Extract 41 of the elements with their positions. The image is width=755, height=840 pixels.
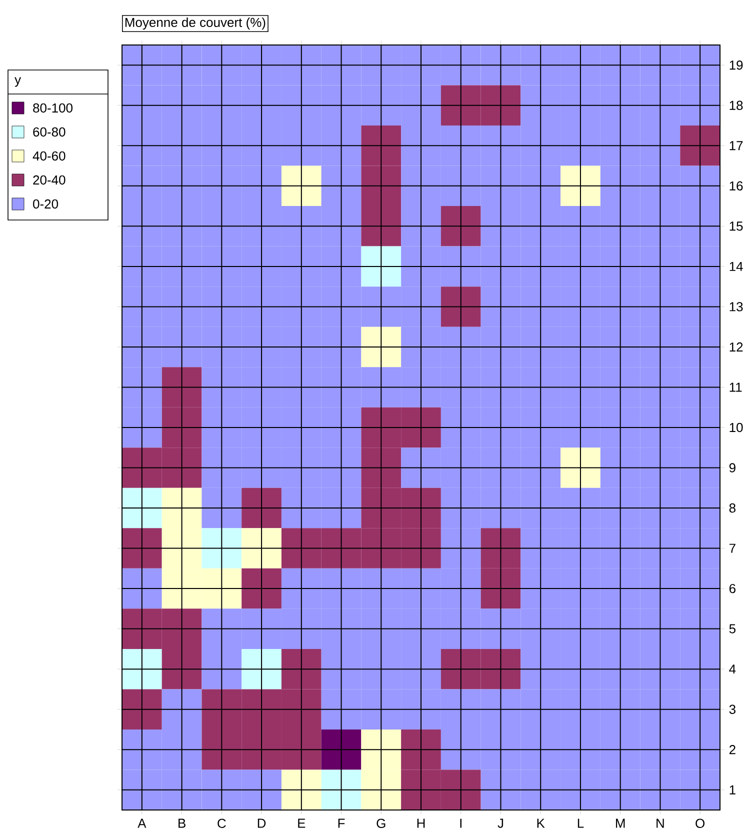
y-tick-label: 17 [730, 141, 743, 150]
y-tick-label: 15 [730, 222, 743, 231]
color-bar-label: 0-20 [33, 199, 58, 209]
y-tick-label: 3 [729, 704, 736, 714]
y-tick-label: 10 [730, 422, 743, 432]
y-tick-label: 4 [729, 664, 736, 674]
y-tick-label: 12 [730, 342, 743, 352]
y-tick-label: 14 [730, 262, 743, 271]
x-tick-label: D [258, 818, 266, 828]
color-bar-label: 60-80 [33, 127, 66, 137]
y-tick-label: 2 [729, 745, 736, 754]
x-tick-label: M [616, 818, 625, 828]
x-tick-label: J [498, 818, 504, 828]
x-tick-label: G [376, 818, 386, 828]
y-tick-label: 8 [729, 503, 736, 513]
chart-title: Moyenne de couvert (%) [125, 17, 266, 30]
y-tick-label: 7 [729, 544, 736, 553]
color-bar-label: 40-60 [32, 151, 66, 161]
x-tick-label: O [696, 818, 705, 828]
y-tick-label: 11 [730, 382, 742, 392]
x-tick-label: N [656, 818, 664, 828]
x-tick-label: C [218, 818, 226, 828]
x-tick-label: H [417, 818, 425, 828]
y-tick-label: 5 [729, 624, 736, 634]
x-tick-label: F [338, 818, 345, 828]
color-bar-title: y [14, 77, 22, 87]
y-tick-label: 18 [730, 100, 743, 110]
x-tick-label: A [138, 818, 146, 828]
y-tick-label: 6 [729, 584, 736, 594]
x-tick-label: L [578, 818, 584, 828]
x-tick-label: I [460, 818, 462, 828]
y-tick-label: 9 [729, 463, 736, 472]
x-tick-label: K [537, 818, 545, 828]
x-tick-label: B [178, 818, 186, 828]
color-bar-label: 20-40 [33, 175, 66, 185]
x-tick-label: E [298, 818, 306, 828]
color-bar-label: 80-100 [33, 103, 73, 113]
y-tick-label: 1 [730, 785, 736, 794]
y-tick-label: 19 [730, 60, 743, 70]
y-tick-label: 13 [730, 302, 743, 312]
y-tick-label: 16 [730, 181, 743, 191]
